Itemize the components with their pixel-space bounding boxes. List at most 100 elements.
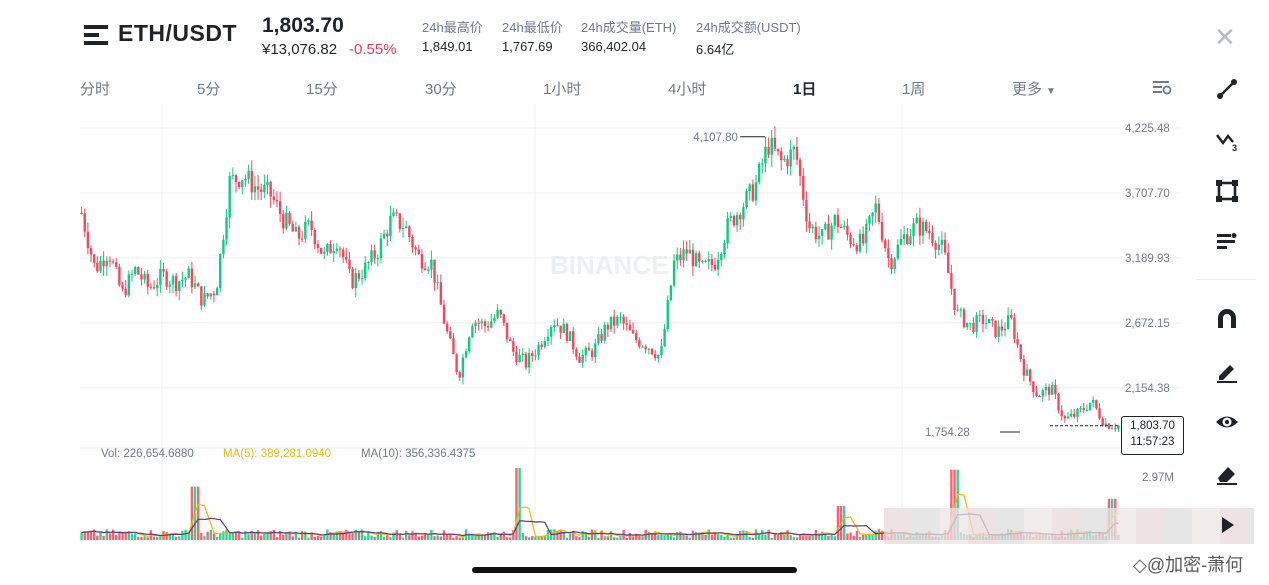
candle-body xyxy=(600,334,603,341)
tab-1d[interactable]: 1日 xyxy=(793,81,817,98)
kline-chart[interactable]: BINANCE 4,225.48 3,707.70 3,189.93 2,672.15… xyxy=(80,104,1183,542)
volume-bar xyxy=(140,536,143,540)
menu-icon[interactable] xyxy=(84,24,108,46)
tab-1h[interactable]: 1小时 xyxy=(543,81,582,98)
candle-body xyxy=(146,273,149,287)
tool-pencil[interactable] xyxy=(1214,358,1240,384)
volume-bar xyxy=(767,529,770,540)
tool-zigzag[interactable]: 3 xyxy=(1214,127,1240,153)
volume-bar xyxy=(597,537,600,540)
candle-body xyxy=(1051,385,1054,395)
candle-body xyxy=(959,309,963,311)
volume-bar xyxy=(367,532,370,540)
candle-body xyxy=(1022,359,1026,376)
candle-body xyxy=(278,201,282,215)
candle-body xyxy=(896,244,900,259)
volume-bar xyxy=(420,535,424,540)
volume-bar xyxy=(234,531,238,540)
candle-body xyxy=(1085,409,1089,411)
volume-bar xyxy=(159,536,162,540)
candle-body xyxy=(843,225,846,228)
volume-bar xyxy=(572,530,575,540)
volume-bar xyxy=(698,532,701,540)
candle-body xyxy=(988,318,991,323)
candle-body xyxy=(215,288,219,296)
candle-body xyxy=(1114,428,1117,430)
candle-body xyxy=(1013,317,1016,340)
tool-rectangle[interactable] xyxy=(1214,178,1240,204)
candle-body xyxy=(137,267,140,275)
tool-fibonacci[interactable] xyxy=(1214,229,1240,255)
volume-max-label: 2.97M xyxy=(1142,472,1174,484)
volume-bar xyxy=(616,537,619,540)
tab-1w[interactable]: 1周 xyxy=(902,81,926,98)
volume-bar xyxy=(392,532,395,540)
candle-body xyxy=(165,271,168,287)
tab-30m[interactable]: 30分 xyxy=(425,81,457,98)
tool-visibility[interactable] xyxy=(1214,409,1240,435)
tool-more[interactable] xyxy=(1214,511,1240,537)
candle-body xyxy=(685,249,688,254)
ma10-label: MA(10): 356,336.4375 xyxy=(361,448,476,460)
candle-body xyxy=(515,351,518,362)
candle-body xyxy=(505,322,509,340)
volume-bar xyxy=(348,533,351,540)
tab-5m[interactable]: 5分 xyxy=(197,81,221,98)
volume-bar xyxy=(508,537,512,540)
volume-bar xyxy=(751,537,755,540)
candle-body xyxy=(417,249,420,255)
candle-body xyxy=(184,278,187,280)
tab-timeline[interactable]: 分时 xyxy=(80,81,111,98)
candle-body xyxy=(701,260,704,262)
candle-body xyxy=(96,262,99,272)
home-indicator[interactable] xyxy=(472,567,797,573)
candle-body xyxy=(99,260,102,272)
candle-body xyxy=(398,213,402,229)
candle-body xyxy=(449,331,452,339)
candle-body xyxy=(351,268,354,289)
volume-bar xyxy=(171,533,175,540)
candle-body xyxy=(392,212,395,216)
volume-bar xyxy=(86,531,90,540)
pair-title[interactable]: ETH/USDT xyxy=(118,20,237,46)
volume-bar xyxy=(360,529,364,540)
tab-more[interactable]: 更多 ▼ xyxy=(1012,78,1056,99)
candle-body xyxy=(1063,416,1067,419)
candle-body xyxy=(553,325,556,327)
volume-bar xyxy=(657,535,660,540)
candle-body xyxy=(1073,413,1076,417)
candle-body xyxy=(707,259,710,262)
volume-bar xyxy=(190,486,194,540)
tool-trend-line[interactable] xyxy=(1204,76,1240,102)
candle-body xyxy=(928,230,931,234)
candle-body xyxy=(912,223,915,237)
stat-value-24h-low: 1,767.69 xyxy=(502,39,553,54)
volume-bar xyxy=(165,532,168,540)
candle-body xyxy=(757,163,761,183)
chart-settings-icon[interactable] xyxy=(1152,79,1172,95)
toolbar-divider xyxy=(1196,279,1256,280)
volume-bar xyxy=(300,530,304,540)
volume-bar xyxy=(219,533,222,540)
candle-body xyxy=(616,316,619,326)
tab-4h[interactable]: 4小时 xyxy=(668,81,707,98)
candle-body xyxy=(575,349,578,357)
tool-eraser[interactable] xyxy=(1214,460,1240,486)
tool-magnet[interactable] xyxy=(1214,306,1240,332)
stat-label-24h-volume: 24h成交量(ETH) xyxy=(581,20,677,35)
candle-body xyxy=(584,347,588,355)
candle-body xyxy=(1025,369,1029,376)
candle-body xyxy=(524,353,528,368)
volume-bar xyxy=(461,537,465,540)
volume-bar xyxy=(351,533,354,540)
last-price-tag[interactable]: 1,803.70 11:57:23 xyxy=(1121,416,1184,455)
candle-body xyxy=(795,146,799,160)
volume-bar xyxy=(852,535,855,540)
tab-15m[interactable]: 15分 xyxy=(306,81,338,98)
candle-body xyxy=(666,300,669,330)
close-icon[interactable]: ✕ xyxy=(1214,22,1236,52)
volume-bar xyxy=(152,536,156,540)
volume-bar xyxy=(575,536,578,540)
candle-body xyxy=(918,217,922,236)
candle-body xyxy=(310,220,313,230)
